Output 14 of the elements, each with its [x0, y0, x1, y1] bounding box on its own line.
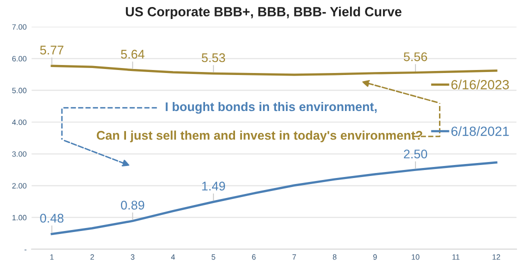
legend-label: 6/18/2021 — [451, 126, 509, 136]
data-label: 2.50 — [404, 150, 428, 158]
annotation: Can I just sell them and invest in today's environment? — [96, 130, 422, 142]
data-label: 5.64 — [120, 50, 144, 59]
annotation: I bought bonds in this environment, — [166, 102, 377, 114]
data-label: 0.89 — [120, 200, 144, 210]
legend-label: 6/16/2023 — [451, 80, 509, 90]
chart-title: US Corporate BBB+, BBB, BBB- Yield Curve — [126, 6, 402, 19]
data-label: 5.77 — [40, 46, 64, 55]
data-label: 5.56 — [404, 52, 428, 62]
data-label: 1.49 — [202, 182, 226, 191]
data-label: 0.48 — [40, 214, 64, 223]
line-series — [50, 64, 498, 76]
data-label: 5.53 — [202, 53, 226, 62]
